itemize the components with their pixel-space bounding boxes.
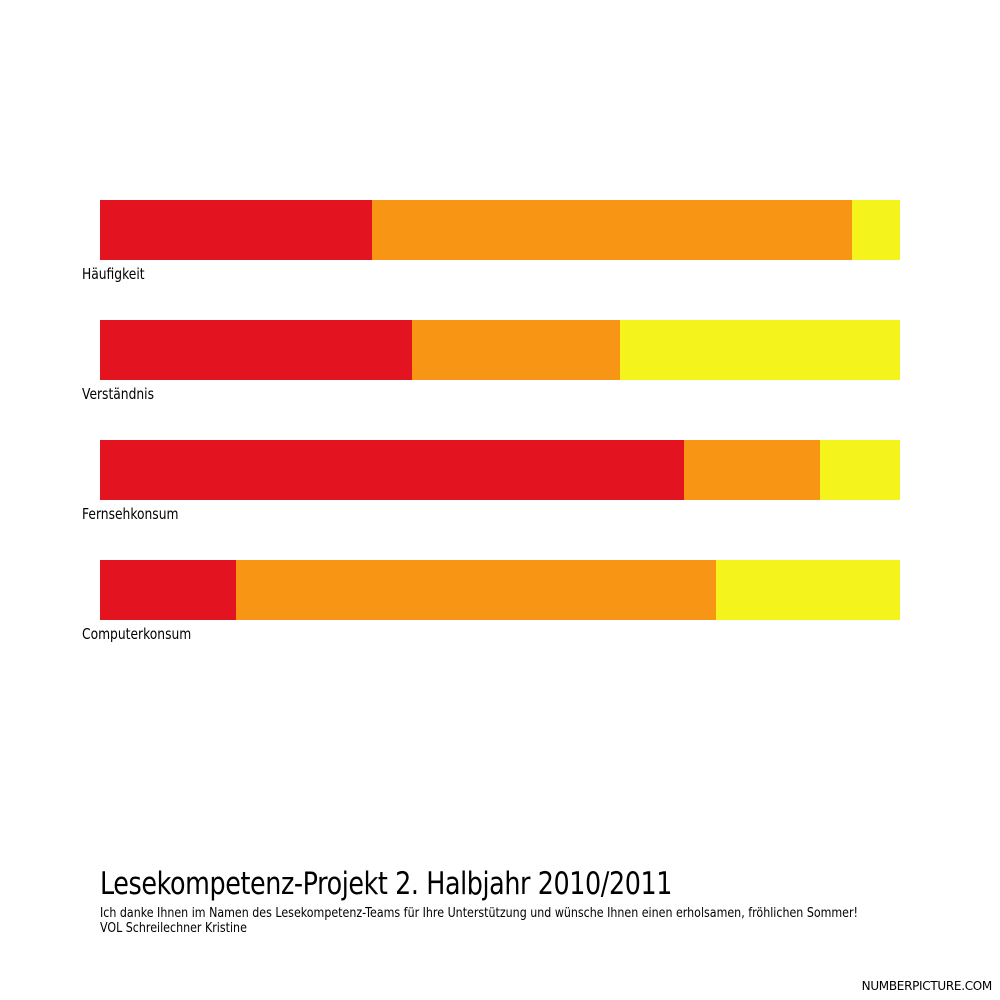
stacked-bar-chart: Häufigkeit Verständnis Fernsehkonsum Comput… bbox=[82, 200, 900, 643]
watermark: NUMBERPICTURE.COM bbox=[861, 979, 993, 993]
bar-segment-3-3 bbox=[820, 440, 900, 500]
category-label: Häufigkeit bbox=[82, 266, 145, 283]
bar-segment-2-3 bbox=[620, 320, 900, 380]
bar-segment-3-1 bbox=[100, 440, 684, 500]
bar-segment-4-3 bbox=[716, 560, 900, 620]
bar-segment-2-1 bbox=[100, 320, 412, 380]
category-label: Computerkonsum bbox=[82, 626, 191, 643]
bar-segment-1-1 bbox=[100, 200, 372, 260]
bar-segment-2-2 bbox=[412, 320, 620, 380]
category-label: Fernsehkonsum bbox=[82, 506, 178, 523]
chart-subtitle: Ich danke Ihnen im Namen des Lesekompete… bbox=[100, 905, 858, 936]
bar-segment-3-2 bbox=[684, 440, 820, 500]
chart-title: Lesekompetenz-Projekt 2. Halbjahr 2010/2… bbox=[100, 866, 673, 902]
bar-segment-4-2 bbox=[236, 560, 716, 620]
bar-segment-1-2 bbox=[372, 200, 852, 260]
bar-segment-1-3 bbox=[852, 200, 900, 260]
category-label: Verständnis bbox=[82, 386, 154, 403]
bar-segment-4-1 bbox=[100, 560, 236, 620]
